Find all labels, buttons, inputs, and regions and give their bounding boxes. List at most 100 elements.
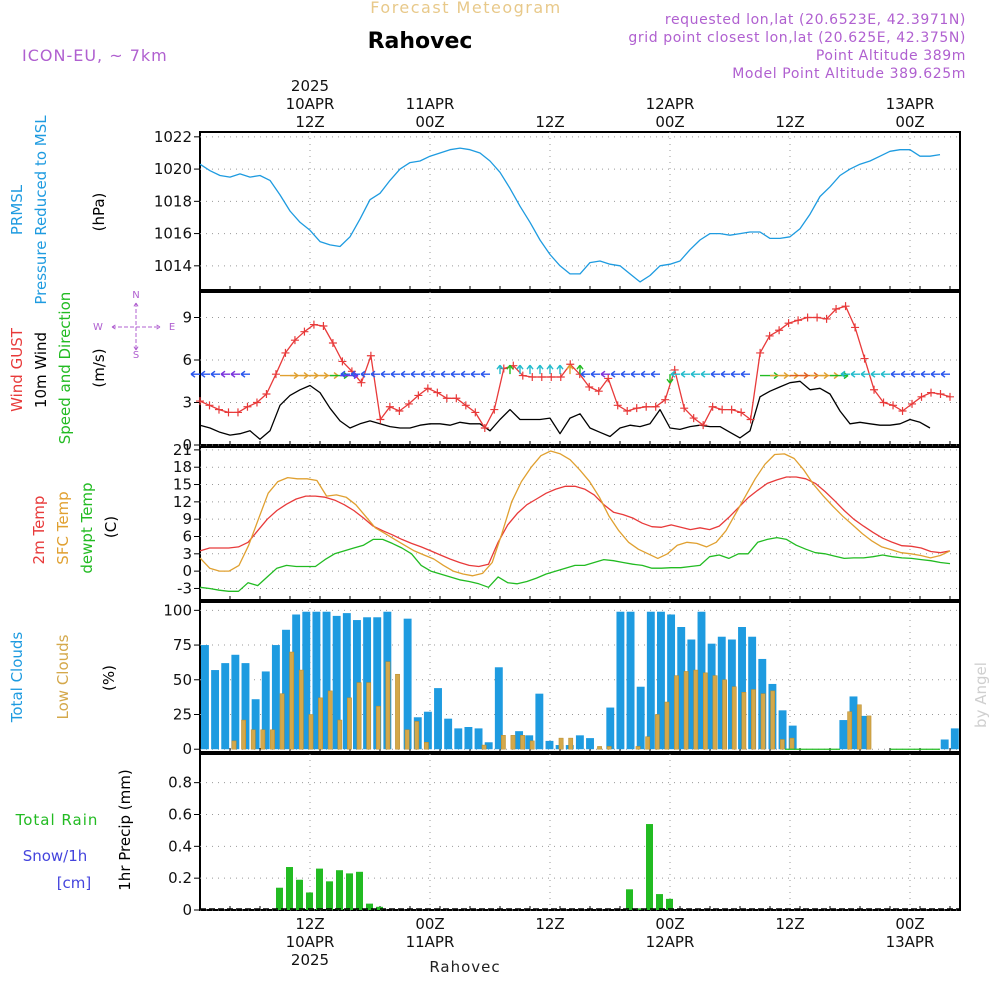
gust-marker [813, 313, 822, 322]
total-clouds-bar [859, 715, 868, 750]
wind-direction-arrow [470, 370, 480, 378]
wind-direction-arrow [870, 370, 880, 378]
wind-direction-arrow [460, 370, 470, 378]
wind-label: 10m Wind [32, 332, 50, 408]
total-clouds-bar [677, 627, 686, 750]
rain-bar [656, 894, 663, 910]
low-clouds-bar [722, 679, 727, 750]
rain-bar [336, 870, 343, 910]
gust-marker [604, 374, 613, 383]
precip-ytick-label: 0.8 [168, 774, 192, 792]
low-clouds-bar [289, 651, 295, 750]
wind-direction-arrow [630, 370, 640, 378]
wind-speed-line [199, 380, 931, 440]
chart-marks [190, 147, 960, 910]
low-clouds-bar [327, 690, 333, 750]
low-clouds-bar [779, 739, 785, 750]
top-time-label: 10APR [286, 95, 335, 113]
wind-direction-arrow [360, 370, 370, 378]
gust-marker [613, 401, 622, 410]
total-clouds-bar [464, 727, 473, 750]
clouds-ytick-label: 75 [173, 636, 192, 654]
rain-bar [356, 871, 363, 910]
low-clouds-bar [664, 701, 670, 750]
wind-direction-arrow [600, 370, 610, 378]
low-clouds-bar [308, 714, 314, 750]
gust-marker [851, 323, 860, 332]
wind-ytick-label: 9 [182, 309, 192, 327]
bottom-time-label: 00Z [415, 915, 444, 933]
bottom-time-label: 00Z [895, 915, 924, 933]
gust-marker [908, 399, 917, 408]
total-clouds-bar [667, 614, 676, 750]
low-clouds-bar [481, 744, 487, 750]
total-clouds-bar [697, 611, 706, 750]
watermark: by Angel [972, 662, 990, 728]
gust-marker [699, 421, 708, 430]
gust-marker [642, 402, 651, 411]
gust-marker [556, 373, 565, 381]
temperature-ytick-label: 3 [182, 545, 192, 563]
top-time-label: 12APR [646, 95, 695, 113]
total-clouds-bar [687, 639, 696, 750]
gust-marker [927, 388, 936, 397]
precip-unit: 1hr Precip (mm) [116, 769, 134, 890]
low-clouds-bar [395, 673, 400, 750]
low-clouds-bar [241, 719, 246, 750]
gust-marker [936, 390, 945, 398]
gust-marker [651, 402, 660, 411]
low-clouds-bar [337, 719, 343, 750]
total-clouds-bar [606, 707, 615, 750]
gust-marker [537, 373, 546, 381]
gust-marker [547, 373, 556, 381]
total-clouds-bar [616, 611, 625, 750]
bottom-time-label: 10APR [286, 933, 335, 951]
wind-direction-arrow [740, 370, 750, 378]
gust-marker [946, 392, 954, 401]
bottom-time-label: 13APR [886, 933, 935, 951]
requested-coords: requested lon,lat (20.6523E, 42.3971N) [665, 12, 966, 28]
top-time-label: 2025 [291, 77, 329, 95]
gust-marker [775, 326, 784, 335]
rain-bar [276, 887, 283, 910]
total-clouds-bar [423, 711, 432, 750]
gust-marker [300, 327, 309, 336]
total-clouds-bar [312, 611, 321, 750]
snow-label: Snow/1h [23, 847, 88, 865]
clouds-frame [199, 601, 961, 753]
gust-marker [689, 414, 698, 423]
dewpt-label: dewpt Temp [78, 482, 96, 573]
temperature-frame [199, 446, 961, 601]
gust-marker [841, 302, 850, 311]
low-clouds-bar [366, 682, 372, 750]
wind-direction-arrow [340, 370, 350, 378]
wind-direction-arrow [576, 364, 584, 375]
wind-unit: (m/s) [90, 348, 108, 387]
rain-bar [626, 889, 633, 910]
clouds-ytick-label: 25 [173, 706, 192, 724]
pressure-ytick-label: 1018 [154, 192, 192, 210]
compass-arrows [111, 302, 161, 351]
temperature-ytick-label: 21 [173, 441, 192, 459]
clouds-ytick-label: 50 [173, 671, 192, 689]
wind-direction-arrow [480, 370, 490, 378]
wind-speed-dir-label: Speed and Direction [56, 292, 74, 445]
wind-direction-arrow [710, 370, 720, 378]
compass-w: W [93, 322, 103, 333]
rain-bar [326, 881, 333, 910]
low-clouds-bar [760, 693, 766, 750]
compass-s: S [133, 350, 139, 361]
total-clouds-bar [839, 720, 848, 750]
chart-title: Forecast Meteogram [370, 0, 561, 17]
header: Forecast Meteogram Rahovec ICON-EU, ~ 7k… [22, 0, 966, 82]
low-clouds-bar [318, 697, 323, 750]
gust-marker [499, 364, 508, 373]
total-clouds-bar [403, 618, 412, 750]
low-clouds-bar [279, 693, 285, 750]
total-clouds-bar [778, 710, 787, 750]
total-clouds-bar [575, 735, 584, 750]
pressure-ytick-label: 1014 [154, 257, 192, 275]
pressure-ytick-label: 1020 [154, 160, 192, 178]
wind-direction-arrow [556, 364, 564, 375]
gust-marker [585, 382, 594, 391]
